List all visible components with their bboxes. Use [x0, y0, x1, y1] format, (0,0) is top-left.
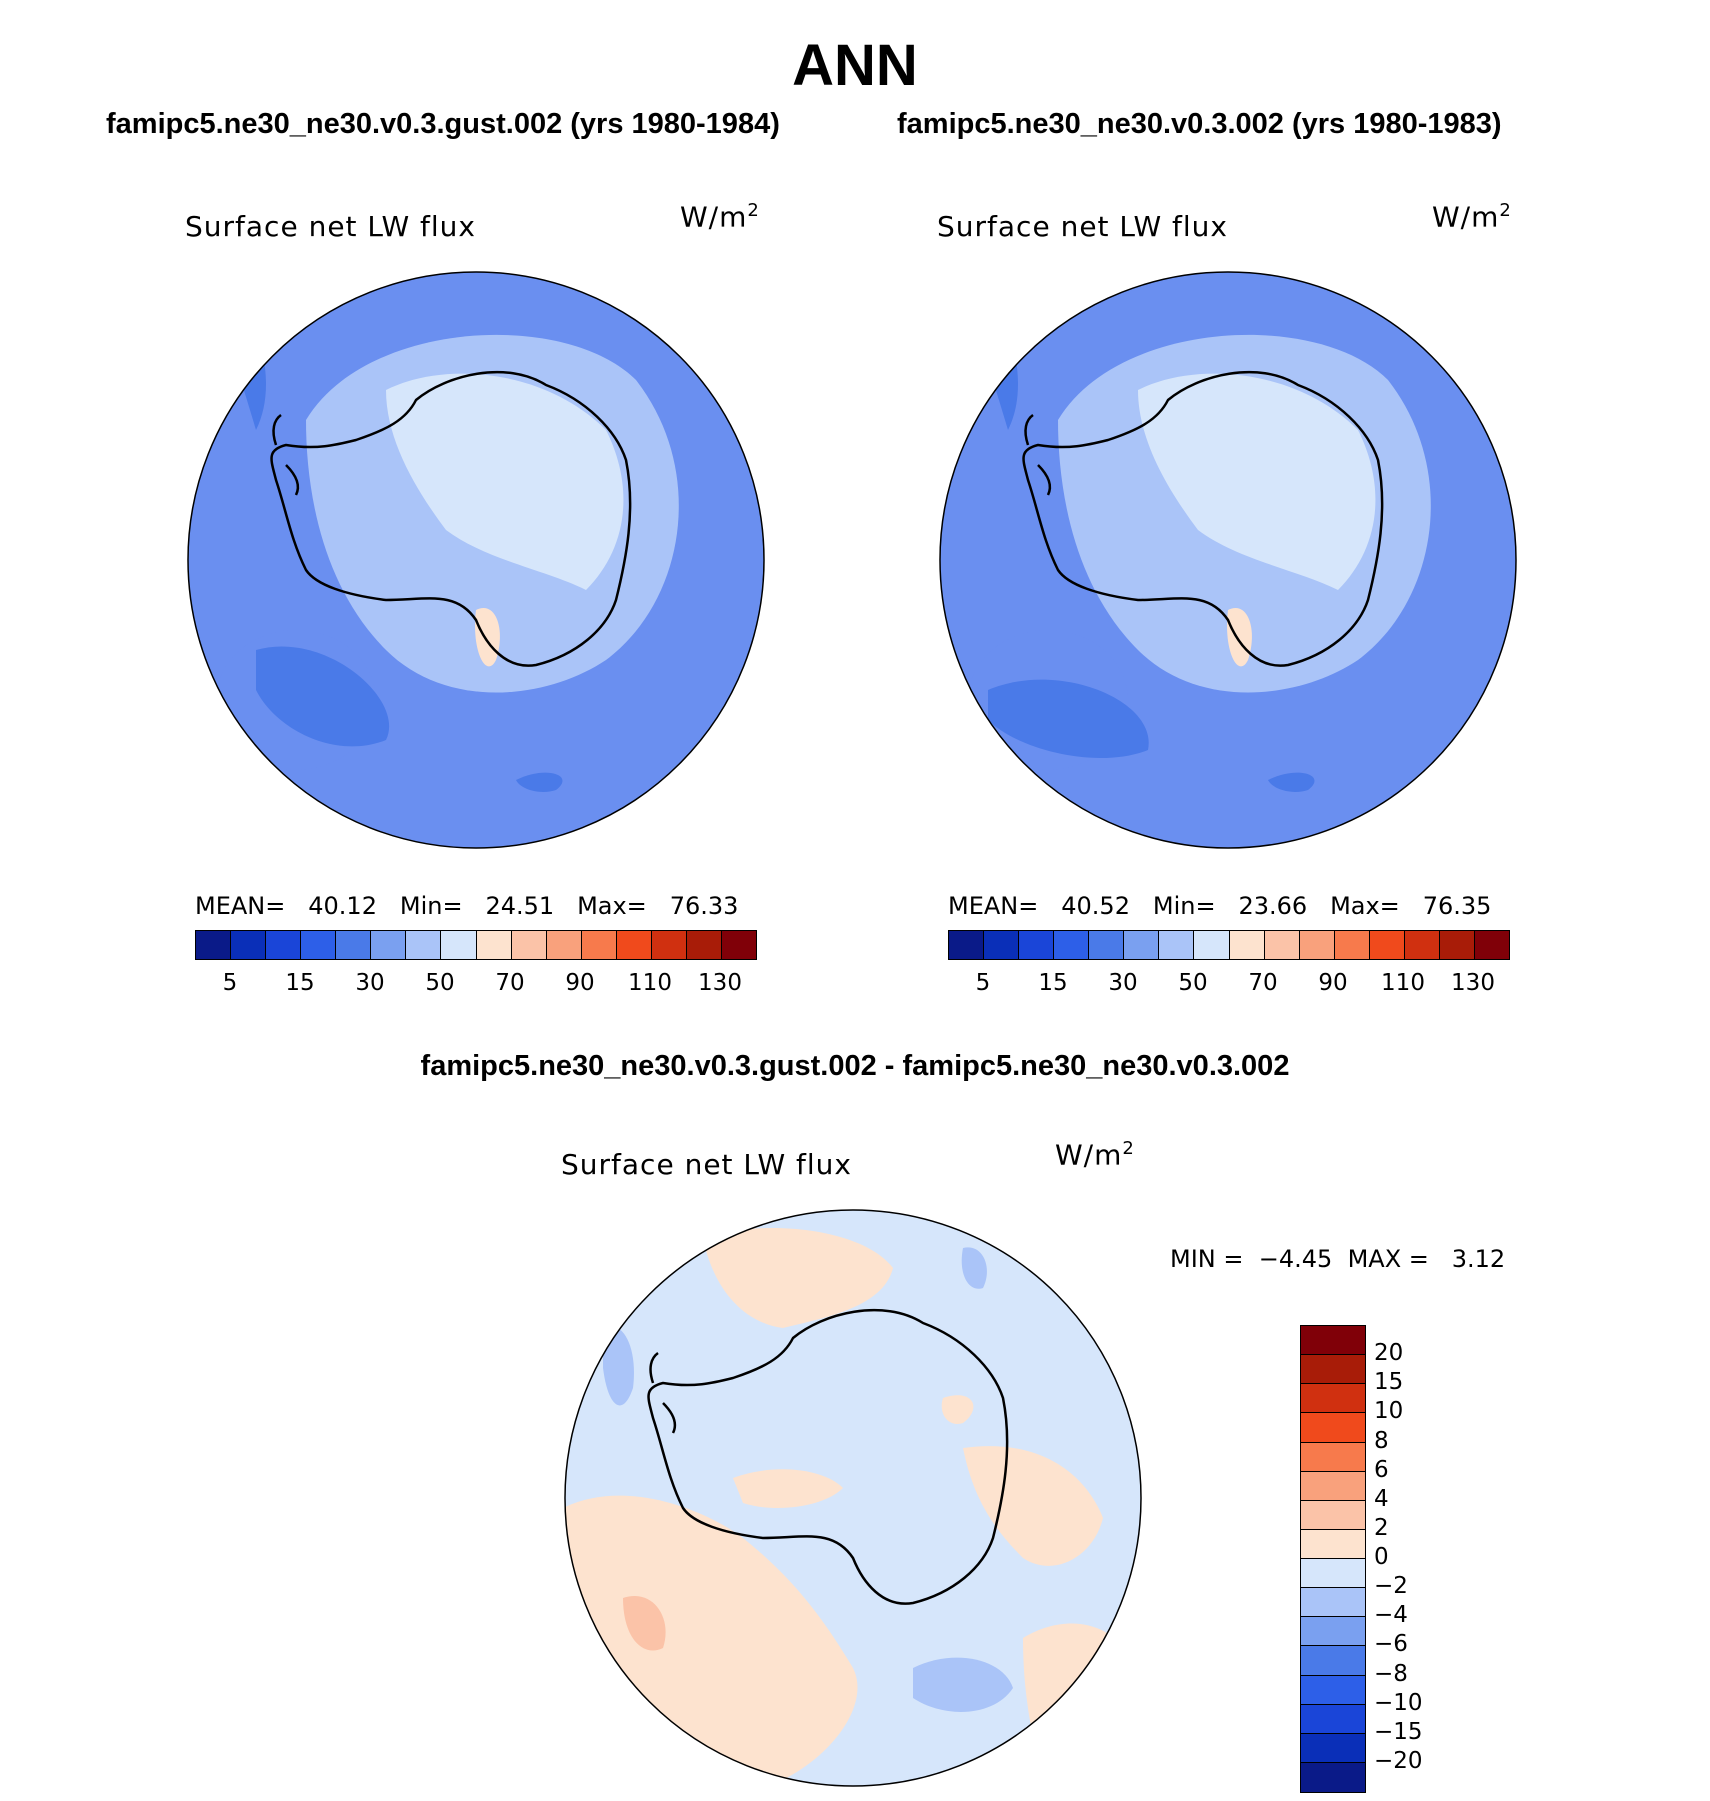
colorbar-swatch — [1229, 931, 1265, 959]
diff-colorbar — [1300, 1325, 1366, 1793]
colorbar-tick-label: 110 — [1381, 970, 1425, 996]
colorbar-swatch — [1404, 931, 1440, 959]
panel-2-stats: MEAN= 40.52 Min= 23.66 Max= 76.35 — [948, 892, 1492, 920]
colorbar-swatch — [1301, 1529, 1365, 1559]
colorbar-swatch — [1124, 931, 1160, 959]
colorbar-tick-label: 15 — [1374, 1369, 1404, 1396]
diff-variable: Surface net LW flux — [561, 1148, 852, 1181]
colorbar-swatch — [371, 931, 407, 959]
colorbar-swatch — [1301, 1559, 1365, 1589]
colorbar-swatch — [616, 931, 652, 959]
figure-title: ANN — [792, 33, 918, 98]
colorbar-swatch — [1301, 1675, 1365, 1705]
panel-1-units: W/m2 — [680, 200, 760, 234]
colorbar-swatch — [1301, 1762, 1365, 1792]
colorbar-tick-label: −4 — [1374, 1602, 1408, 1629]
colorbar-swatch — [441, 931, 477, 959]
diff-stats: MIN = −4.45 MAX = 3.12 — [1170, 1245, 1506, 1273]
colorbar-tick-label: 130 — [698, 970, 742, 996]
panel-1-subtitle: famipc5.ne30_ne30.v0.3.gust.002 (yrs 198… — [106, 108, 780, 140]
panel-1-stats: MEAN= 40.12 Min= 24.51 Max= 76.33 — [195, 892, 739, 920]
panel-1-colorbar — [195, 930, 757, 960]
colorbar-tick-label: 30 — [355, 970, 385, 996]
colorbar-tick-label: 50 — [1178, 970, 1208, 996]
colorbar-swatch — [1474, 931, 1509, 959]
colorbar-tick-label: 15 — [285, 970, 315, 996]
colorbar-tick-label: 8 — [1374, 1427, 1389, 1454]
colorbar-tick-label: −15 — [1374, 1718, 1423, 1745]
panel-1-variable: Surface net LW flux — [185, 210, 476, 243]
colorbar-swatch — [406, 931, 442, 959]
colorbar-swatch — [1054, 931, 1090, 959]
colorbar-swatch — [651, 931, 687, 959]
colorbar-tick-label: 6 — [1374, 1456, 1389, 1483]
colorbar-tick-label: 5 — [975, 970, 991, 996]
panel-1-polar-map — [187, 271, 765, 849]
colorbar-swatch — [231, 931, 267, 959]
colorbar-swatch — [1334, 931, 1370, 959]
colorbar-swatch — [1299, 931, 1335, 959]
colorbar-swatch — [1301, 1413, 1365, 1443]
colorbar-swatch — [1301, 1326, 1365, 1356]
colorbar-tick-label: 70 — [1248, 970, 1278, 996]
colorbar-swatch — [511, 931, 547, 959]
colorbar-tick-label: 4 — [1374, 1485, 1389, 1512]
colorbar-swatch — [1369, 931, 1405, 959]
colorbar-swatch — [949, 931, 985, 959]
panel-2-variable: Surface net LW flux — [937, 210, 1228, 243]
colorbar-swatch — [546, 931, 582, 959]
colorbar-swatch — [1194, 931, 1230, 959]
colorbar-tick-label: 15 — [1038, 970, 1068, 996]
colorbar-swatch — [476, 931, 512, 959]
colorbar-swatch — [1019, 931, 1055, 959]
colorbar-tick-label: −8 — [1374, 1660, 1408, 1687]
diff-units: W/m2 — [1055, 1138, 1135, 1172]
colorbar-tick-label: 50 — [425, 970, 455, 996]
colorbar-tick-label: −6 — [1374, 1631, 1408, 1658]
colorbar-swatch — [336, 931, 372, 959]
colorbar-swatch — [1301, 1384, 1365, 1414]
colorbar-swatch — [1439, 931, 1475, 959]
colorbar-tick-label: 30 — [1108, 970, 1138, 996]
panel-2-colorbar — [948, 930, 1510, 960]
colorbar-swatch — [1264, 931, 1300, 959]
colorbar-swatch — [1301, 1588, 1365, 1618]
colorbar-tick-label: 90 — [1318, 970, 1348, 996]
panel-2-subtitle: famipc5.ne30_ne30.v0.3.002 (yrs 1980-198… — [897, 108, 1502, 140]
colorbar-tick-label: −10 — [1374, 1689, 1423, 1716]
colorbar-swatch — [686, 931, 722, 959]
diff-subtitle: famipc5.ne30_ne30.v0.3.gust.002 - famipc… — [420, 1050, 1290, 1082]
colorbar-swatch — [1301, 1355, 1365, 1385]
colorbar-swatch — [1301, 1442, 1365, 1472]
colorbar-tick-label: 0 — [1374, 1544, 1389, 1570]
colorbar-swatch — [1301, 1471, 1365, 1501]
colorbar-swatch — [581, 931, 617, 959]
colorbar-swatch — [984, 931, 1020, 959]
colorbar-tick-label: 10 — [1374, 1398, 1404, 1425]
diff-polar-map — [564, 1209, 1142, 1787]
colorbar-swatch — [1301, 1646, 1365, 1676]
colorbar-swatch — [301, 931, 337, 959]
colorbar-tick-label: 130 — [1451, 970, 1495, 996]
colorbar-tick-label: 5 — [222, 970, 238, 996]
colorbar-swatch — [1301, 1500, 1365, 1530]
colorbar-tick-label: −2 — [1374, 1573, 1408, 1600]
colorbar-swatch — [1301, 1733, 1365, 1763]
colorbar-swatch — [1301, 1704, 1365, 1734]
colorbar-swatch — [721, 931, 756, 959]
colorbar-tick-label: 90 — [565, 970, 595, 996]
colorbar-tick-label: 70 — [495, 970, 525, 996]
colorbar-tick-label: 110 — [628, 970, 672, 996]
panel-2-polar-map — [939, 271, 1517, 849]
colorbar-tick-label: 20 — [1374, 1340, 1404, 1367]
colorbar-tick-label: −20 — [1374, 1747, 1423, 1774]
colorbar-tick-label: 2 — [1374, 1514, 1389, 1541]
colorbar-swatch — [1159, 931, 1195, 959]
colorbar-swatch — [196, 931, 232, 959]
colorbar-swatch — [1301, 1617, 1365, 1647]
colorbar-swatch — [266, 931, 302, 959]
panel-2-units: W/m2 — [1432, 200, 1512, 234]
colorbar-swatch — [1089, 931, 1125, 959]
